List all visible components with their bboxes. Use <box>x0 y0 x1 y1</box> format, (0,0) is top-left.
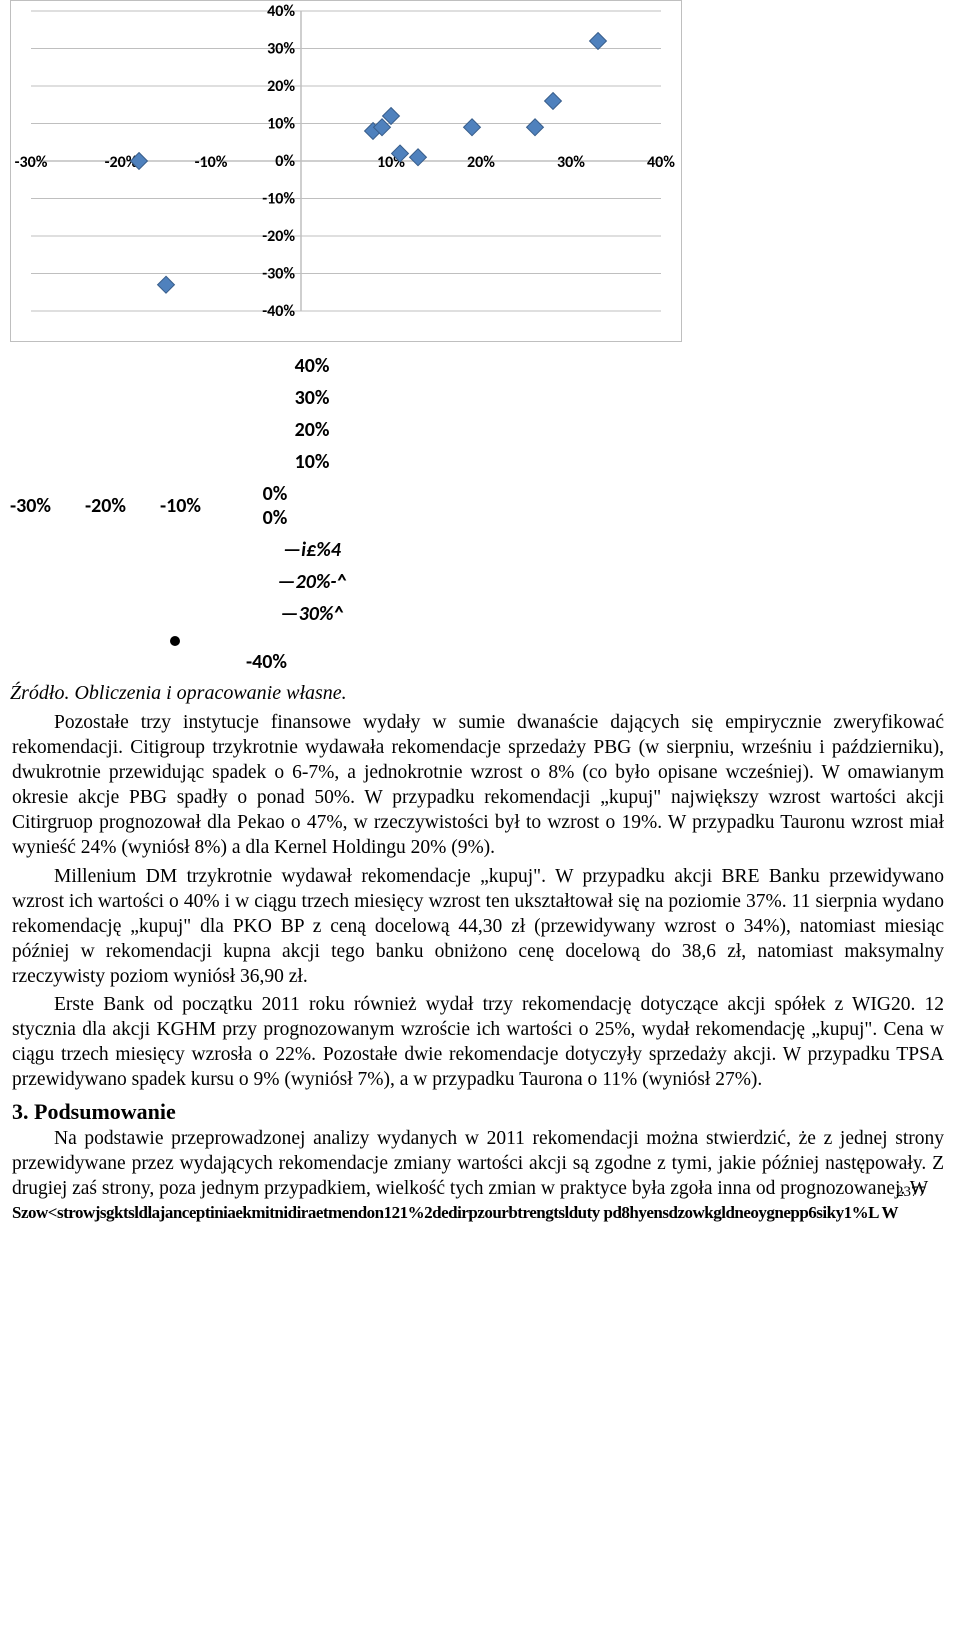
svg-text:30%: 30% <box>557 153 585 172</box>
garbled-line: —i£%4 <box>272 534 352 566</box>
secondary-lines: —i£%4 —20%-^ —30%^ <box>272 534 352 630</box>
svg-text:10%: 10% <box>267 115 295 134</box>
overstrike-line: Szow<strowjsgktsldlajanceptiniaekmitnidi… <box>0 1203 960 1223</box>
svg-text:-30%: -30% <box>262 265 295 284</box>
garbled-line: —20%-^ <box>272 566 352 598</box>
section-heading: 3. Podsumowanie <box>12 1099 960 1125</box>
svg-text:-20%: -20% <box>262 227 295 246</box>
source-line: Źródło. Obliczenia i opracowanie własne. <box>0 682 960 705</box>
tick-label: -10% <box>160 494 201 518</box>
svg-text:-40%: -40% <box>262 302 295 321</box>
tick-label: 10% <box>272 446 352 478</box>
svg-text:20%: 20% <box>267 77 295 96</box>
svg-text:-10%: -10% <box>195 153 228 172</box>
svg-text:-10%: -10% <box>262 190 295 209</box>
secondary-axis-block: 40% 30% 20% 10% -30% -20% -10% 0% 0% —i£… <box>10 350 680 674</box>
tick-label: -20% <box>85 494 126 518</box>
tick-label: 40% <box>272 350 352 382</box>
svg-text:0%: 0% <box>275 152 295 171</box>
secondary-row: -30% -20% -10% 0% 0% <box>10 482 680 530</box>
tick-label: 0% <box>235 506 315 530</box>
x-axis-labels: -30%-20%-10%10%20%30%40% <box>15 153 676 172</box>
tick-label: 20% <box>272 414 352 446</box>
svg-text:-30%: -30% <box>15 153 48 172</box>
garbled-line: —30%^ <box>272 598 352 630</box>
paragraph: Millenium DM trzykrotnie wydawał rekomen… <box>0 865 960 990</box>
secondary-y-ticks: 40% 30% 20% 10% <box>272 350 352 478</box>
chart-svg: 40%30%20%10%0%-10%-20%-30%-40% -30%-20%-… <box>11 1 681 341</box>
tick-label: 0% <box>235 482 315 506</box>
secondary-dot-row <box>10 636 680 646</box>
svg-text:40%: 40% <box>267 2 295 21</box>
svg-text:20%: 20% <box>467 153 495 172</box>
svg-text:40%: 40% <box>647 153 675 172</box>
paragraph: Pozostałe trzy instytucje finansowe wyda… <box>0 711 960 861</box>
tick-label: -40% <box>246 650 680 674</box>
secondary-zero-col: 0% 0% <box>235 482 315 530</box>
svg-text:30%: 30% <box>267 40 295 59</box>
secondary-neg-x: -30% -20% -10% <box>10 494 201 518</box>
tick-label: -30% <box>10 494 51 518</box>
paragraph: Na podstawie przeprowadzonej analizy wyd… <box>0 1127 960 1202</box>
bullet-icon <box>170 636 180 646</box>
tick-label: 30% <box>272 382 352 414</box>
scatter-chart: 40%30%20%10%0%-10%-20%-30%-40% -30%-20%-… <box>10 0 682 342</box>
paragraph: Erste Bank od początku 2011 roku również… <box>0 993 960 1093</box>
